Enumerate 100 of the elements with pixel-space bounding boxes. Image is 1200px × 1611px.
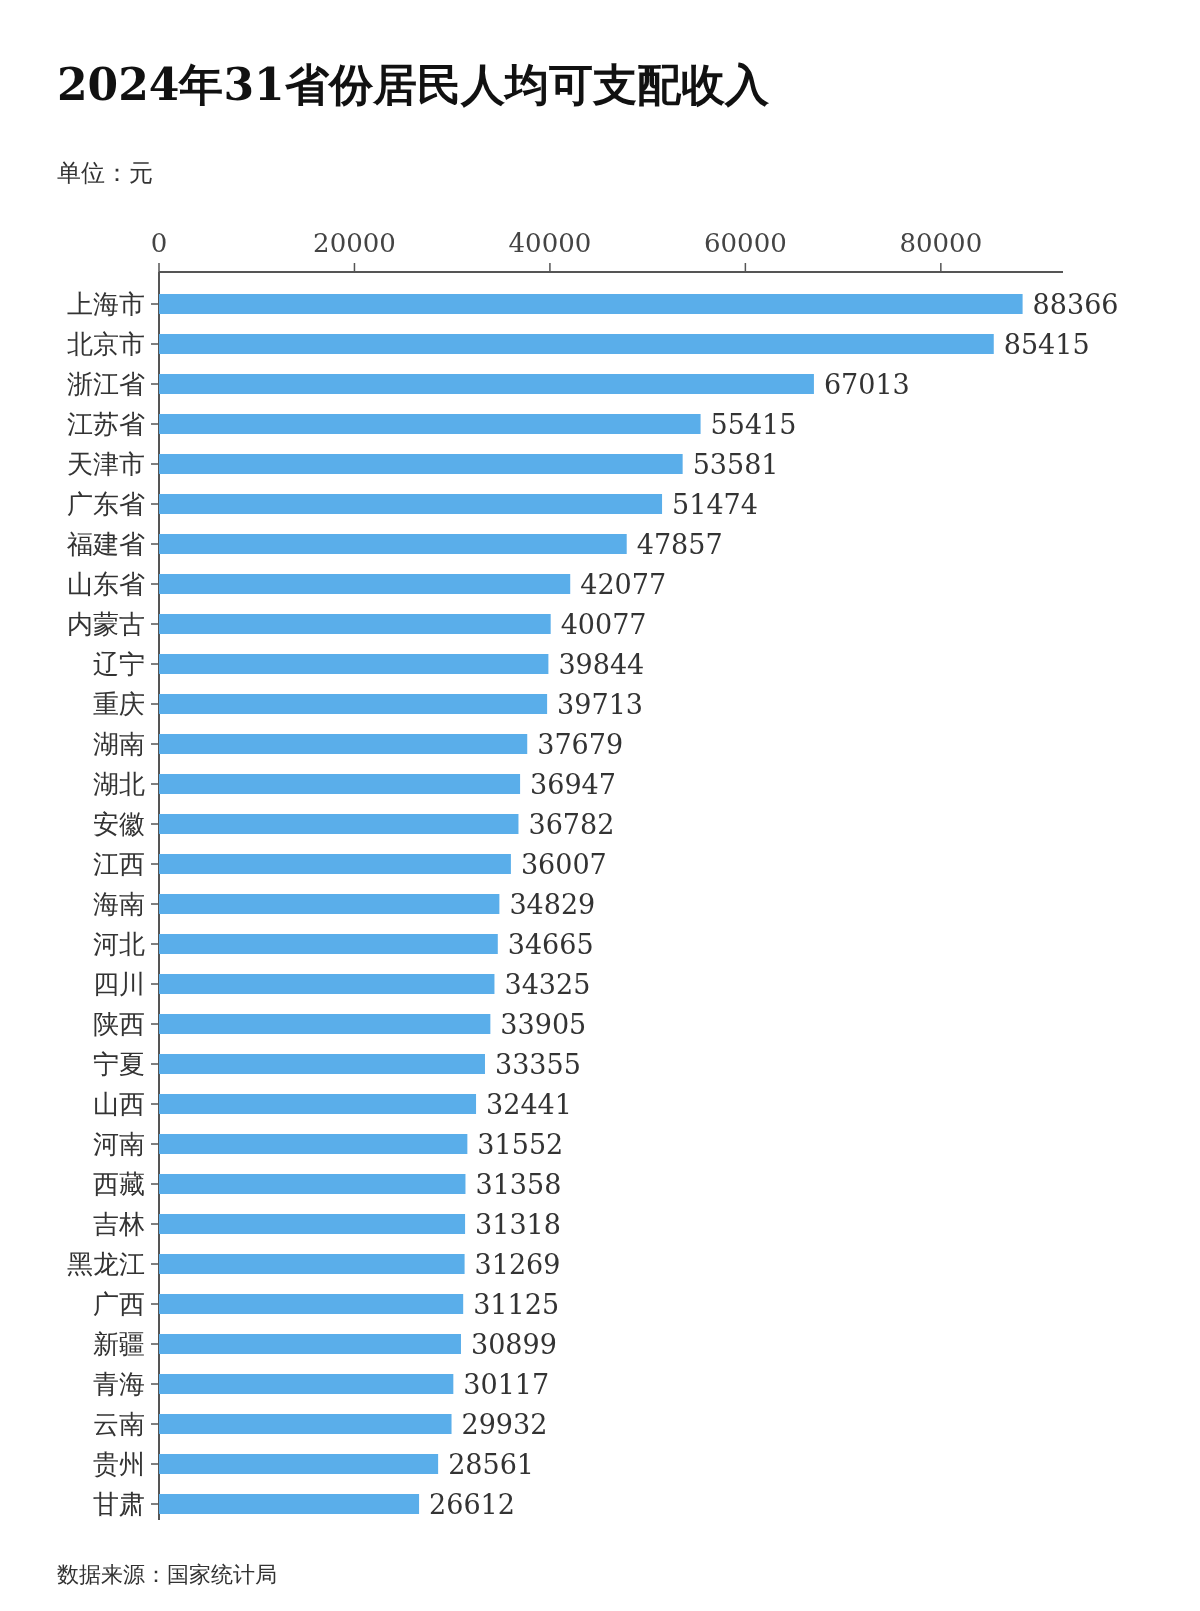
bar (159, 494, 663, 514)
data-label: 31125 (473, 1289, 560, 1320)
y-tick-label: 吉林 (93, 1209, 145, 1239)
data-label: 42077 (580, 569, 667, 600)
data-label: 36782 (528, 809, 615, 840)
data-label: 39713 (557, 689, 644, 720)
bar (159, 734, 528, 754)
y-tick-label: 贵州 (93, 1449, 145, 1479)
y-tick-label: 北京市 (67, 329, 145, 359)
data-label: 67013 (823, 369, 910, 400)
data-label: 26612 (429, 1489, 515, 1520)
y-tick-label: 青海 (93, 1369, 145, 1399)
data-label: 32441 (486, 1089, 572, 1120)
bar (159, 1014, 491, 1034)
bar (159, 1094, 477, 1114)
data-label: 30117 (463, 1369, 550, 1400)
data-label: 31318 (475, 1209, 561, 1240)
data-label: 39844 (558, 649, 645, 680)
y-tick-label: 江西 (93, 849, 145, 879)
bar (159, 814, 519, 834)
data-label: 37679 (537, 729, 624, 760)
data-label: 31358 (475, 1169, 562, 1200)
y-tick-label: 山西 (93, 1089, 145, 1119)
data-label: 31552 (477, 1129, 564, 1160)
y-tick-label: 海南 (93, 889, 145, 919)
data-label: 28561 (448, 1449, 535, 1480)
bar (159, 1334, 461, 1354)
x-tick-label: 40000 (508, 228, 592, 258)
data-label: 40077 (560, 609, 647, 640)
y-tick-label: 福建省 (67, 529, 145, 559)
bar (159, 1494, 420, 1514)
data-label: 30899 (470, 1329, 557, 1360)
chart-subtitle: 单位：元 (57, 159, 153, 187)
bar (159, 294, 1023, 314)
y-tick-label: 浙江省 (67, 369, 145, 399)
y-tick-label: 云南 (93, 1409, 145, 1439)
bar (159, 1254, 465, 1274)
y-tick-label: 重庆 (93, 689, 145, 719)
bar (159, 374, 814, 394)
bar (159, 454, 683, 474)
bar (159, 1134, 468, 1154)
bar (159, 614, 551, 634)
bar (159, 1054, 485, 1074)
bar (159, 1294, 464, 1314)
y-tick-label: 河北 (93, 929, 145, 959)
y-tick-label: 湖北 (93, 769, 145, 799)
y-tick-label: 广西 (93, 1289, 145, 1319)
bar (159, 1214, 466, 1234)
bar (159, 334, 994, 354)
source-note: 数据来源：国家统计局 (57, 1562, 277, 1587)
bar (159, 974, 495, 994)
x-tick-label: 20000 (313, 228, 396, 258)
y-tick-label: 黑龙江 (67, 1249, 145, 1279)
bar (159, 1454, 439, 1474)
data-label: 31269 (474, 1249, 561, 1280)
x-tick-label: 0 (150, 228, 168, 258)
y-tick-label: 河南 (93, 1129, 145, 1159)
y-tick-label: 内蒙古 (67, 609, 145, 639)
bar (159, 774, 521, 794)
bar (159, 574, 571, 594)
bar (159, 1374, 454, 1394)
bar (159, 854, 511, 874)
y-tick-label: 天津市 (67, 449, 145, 479)
chart-title: 2024年31省份居民人均可支配收入 (57, 59, 770, 110)
data-label: 34665 (507, 929, 594, 960)
data-label: 53581 (692, 449, 779, 480)
y-tick-label: 陕西 (93, 1009, 145, 1039)
x-tick-label: 80000 (899, 228, 983, 258)
x-tick-label: 60000 (704, 228, 787, 258)
data-label: 36947 (530, 769, 616, 800)
y-tick-label: 安徽 (93, 809, 145, 839)
y-tick-label: 山东省 (67, 569, 145, 599)
data-label: 55415 (710, 409, 797, 440)
data-label: 34829 (509, 889, 596, 920)
y-tick-label: 广东省 (67, 489, 145, 519)
bar (159, 694, 548, 714)
data-label: 33905 (500, 1009, 587, 1040)
data-label: 47857 (636, 529, 723, 560)
y-tick-label: 江苏省 (67, 409, 145, 439)
data-label: 85415 (1003, 329, 1090, 360)
y-tick-label: 新疆 (93, 1329, 145, 1359)
y-tick-label: 甘肃 (93, 1489, 145, 1519)
y-tick-label: 辽宁 (93, 649, 145, 679)
bar (159, 534, 627, 554)
data-label: 88366 (1032, 289, 1119, 320)
data-label: 34325 (504, 969, 591, 1000)
bar (159, 1414, 452, 1434)
y-tick-label: 西藏 (93, 1169, 145, 1199)
data-label: 29932 (461, 1409, 548, 1440)
y-tick-label: 上海市 (67, 289, 145, 319)
bar (159, 1174, 466, 1194)
y-tick-label: 四川 (93, 969, 145, 999)
y-tick-label: 湖南 (93, 729, 145, 759)
data-label: 51474 (672, 489, 758, 520)
data-label: 36007 (520, 849, 607, 880)
bar (159, 414, 701, 434)
y-tick-label: 宁夏 (93, 1049, 145, 1079)
bar (159, 934, 498, 954)
data-label: 33355 (494, 1049, 581, 1080)
bar (159, 654, 549, 674)
